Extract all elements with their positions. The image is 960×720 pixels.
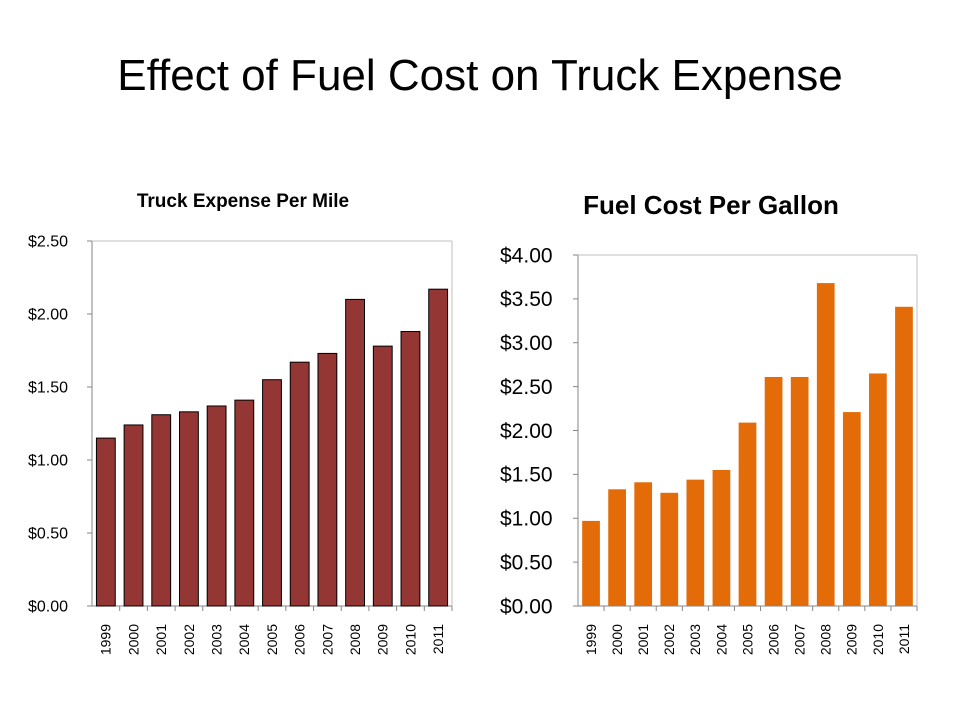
y-tick-label: $0.00: [28, 599, 68, 616]
x-tick-label: 2002: [661, 624, 677, 655]
bar: [842, 412, 861, 606]
x-tick-label: 1999: [98, 624, 114, 655]
bar: [234, 399, 255, 607]
bar: [179, 411, 199, 607]
x-tick-label: 2002: [181, 624, 197, 655]
bar: [345, 298, 365, 607]
y-tick-label: $1.50: [500, 464, 553, 487]
x-tick-label: 2010: [402, 624, 418, 655]
bar: [582, 520, 600, 606]
bar: [790, 376, 809, 606]
y-tick-label: $0.00: [500, 595, 553, 618]
bar: [764, 376, 783, 606]
x-tick-label: 2008: [818, 624, 834, 655]
bar: [816, 283, 835, 606]
x-tick-label: 2004: [236, 624, 252, 655]
x-tick-label: 2001: [153, 624, 169, 655]
x-tick-label: 2001: [635, 624, 651, 655]
y-tick-label: $3.00: [500, 332, 553, 355]
x-tick-label: 2003: [687, 624, 703, 655]
y-tick-label: $1.00: [28, 453, 68, 470]
x-tick-label: 2006: [765, 624, 781, 655]
y-tick-label: $0.50: [28, 526, 68, 543]
chart-title: Truck Expense Per Mile: [137, 191, 349, 212]
y-tick-label: $2.50: [500, 376, 553, 399]
bar: [895, 306, 913, 606]
x-tick-label: 2010: [870, 624, 886, 655]
bar: [608, 489, 626, 606]
bar: [372, 345, 393, 607]
bar: [151, 414, 172, 607]
x-tick-label: 2011: [896, 624, 912, 654]
bar: [289, 361, 310, 607]
bar: [123, 424, 144, 607]
slide-title: Effect of Fuel Cost on Truck Expense: [117, 51, 843, 100]
bar: [869, 373, 887, 606]
y-tick-label: $0.50: [500, 551, 553, 574]
x-tick-label: 2007: [319, 624, 335, 655]
bar: [738, 422, 757, 606]
x-tick-label: 2005: [739, 624, 755, 655]
x-tick-label: 2008: [347, 624, 363, 655]
bar: [206, 405, 227, 607]
x-tick-label: 1999: [583, 624, 599, 655]
bar: [712, 469, 731, 606]
bar: [400, 331, 421, 607]
x-tick-label: 2011: [430, 624, 446, 654]
x-tick-label: 2009: [375, 624, 391, 655]
y-tick-label: $2.00: [28, 307, 68, 324]
y-tick-label: $4.00: [500, 244, 553, 267]
bar: [634, 482, 653, 606]
x-tick-label: 2003: [209, 624, 225, 655]
bar: [317, 352, 338, 607]
x-tick-label: 2007: [792, 624, 808, 655]
chart-title: Fuel Cost Per Gallon: [583, 190, 839, 220]
bar: [686, 479, 705, 606]
y-tick-label: $1.50: [28, 380, 68, 397]
x-tick-label: 2004: [713, 624, 729, 655]
bar: [428, 288, 449, 607]
truck-expense-chart: Truck Expense Per Mile $0.00 $0.50 $1.00 $1.…: [28, 191, 453, 655]
x-tick-label: 2009: [844, 624, 860, 655]
x-tick-label: 2005: [264, 624, 280, 655]
bar: [262, 379, 282, 607]
bar: [660, 492, 679, 606]
x-tick-label: 2000: [609, 624, 625, 655]
y-tick-label: $3.50: [500, 288, 553, 311]
x-tick-label: 2006: [292, 624, 308, 655]
x-tick-label: 2000: [125, 624, 141, 655]
y-tick-label: $2.00: [500, 420, 553, 443]
y-tick-label: $1.00: [500, 508, 553, 531]
y-tick-label: $2.50: [28, 234, 68, 251]
bar: [95, 437, 116, 607]
